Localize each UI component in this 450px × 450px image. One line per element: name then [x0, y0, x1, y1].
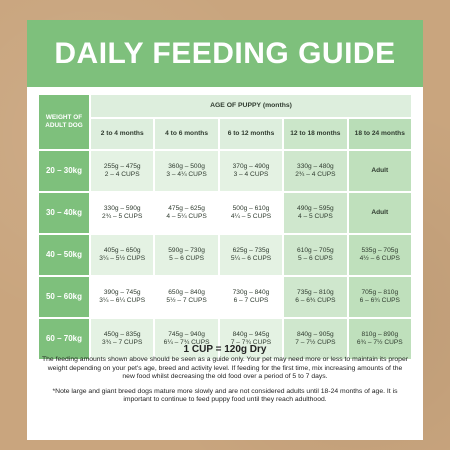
grams-range: 745g – 940g: [168, 330, 205, 338]
weight-header: WEIGHT OF ADULT DOG: [39, 95, 89, 149]
grams-range: 405g – 650g: [103, 246, 141, 254]
column-header: 2 to 4 months: [91, 119, 154, 149]
weight-cell: 60 – 70kg: [39, 319, 89, 359]
grams-range: 390g – 745g: [103, 288, 141, 296]
table-cell: 810g – 890g 6¾ – 7½ CUPS: [348, 319, 411, 359]
grams-range: 810g – 890g: [361, 330, 399, 338]
cups-range: 5 – 6 CUPS: [297, 255, 333, 262]
grams-range: 330g – 590g: [103, 204, 141, 212]
grams-range: 370g – 490g: [232, 162, 270, 170]
cups-range: 3¼ – 5½ CUPS: [99, 255, 146, 262]
table-cell: 490g – 595g 4 – 5 CUPS: [284, 193, 347, 233]
column-header: 18 to 24 months: [348, 119, 411, 149]
table-cell: 390g – 745g 3¼ – 6¼ CUPS: [91, 277, 154, 317]
column-header: 12 to 18 months: [284, 119, 347, 149]
table-cell: 370g – 490g 3 – 4 CUPS: [219, 151, 283, 191]
grams-range: 500g – 610g: [232, 204, 270, 212]
column-header: 6 to 12 months: [219, 119, 283, 149]
cups-range: 5½ – 7 CUPS: [166, 297, 207, 304]
table-cell: 745g – 940g 6¼ – 7¾ CUPS: [155, 319, 218, 359]
table-row: 60 – 70kg 450g – 835g 3¾ – 7 CUPS 745g – 94…: [39, 319, 411, 359]
feeding-note: The feeding amounts shown above should b…: [42, 356, 408, 380]
table-cell: 705g – 810g 6 – 6¾ CUPS: [348, 277, 411, 317]
table-row: 50 – 60kg 390g – 745g 3¼ – 6¼ CUPS 650g – 8…: [39, 277, 411, 317]
table-cell: 405g – 650g 3¼ – 5½ CUPS: [91, 235, 154, 275]
weight-cell: 30 – 40kg: [39, 193, 89, 233]
table-cell: 255g – 475g 2 – 4 CUPS: [91, 151, 154, 191]
grams-range: 730g – 840g: [232, 288, 270, 296]
grams-range: 840g – 905g: [297, 330, 334, 338]
cups-range: 2¾ – 5 CUPS: [102, 213, 143, 220]
weight-cell: 50 – 60kg: [39, 277, 89, 317]
cups-range: 6 – 6¾ CUPS: [295, 297, 336, 304]
table-cell: 475g – 625g 4 – 5¼ CUPS: [155, 193, 218, 233]
table-cell: 500g – 610g 4¼ – 5 CUPS: [219, 193, 283, 233]
table-cell: 590g – 730g 5 – 6 CUPS: [155, 235, 218, 275]
grams-range: 840g – 945g: [232, 330, 270, 338]
grams-range: Adult: [371, 166, 389, 174]
weight-cell: 20 – 30kg: [39, 151, 89, 191]
grams-range: 590g – 730g: [168, 246, 205, 254]
feeding-guide-card: DAILY FEEDING GUIDE WEIGHT OF ADULT DOG …: [27, 20, 423, 440]
table-cell: 610g – 705g 5 – 6 CUPS: [284, 235, 347, 275]
table-cell: Adult: [348, 151, 411, 191]
grams-range: 735g – 810g: [297, 288, 334, 296]
cups-range: 6¾ – 7½ CUPS: [356, 339, 403, 346]
weight-cell: 40 – 50kg: [39, 235, 89, 275]
table-cell: 840g – 945g 7 – 7¾ CUPS: [219, 319, 283, 359]
title-bar: DAILY FEEDING GUIDE: [27, 20, 423, 87]
cup-conversion: 1 CUP = 120g Dry: [183, 344, 267, 355]
grams-range: 330g – 480g: [297, 162, 334, 170]
grams-range: 650g – 840g: [168, 288, 205, 296]
grams-range: 255g – 475g: [103, 162, 141, 170]
cups-range: 3¾ – 7 CUPS: [102, 339, 143, 346]
cups-range: 4¼ – 5 CUPS: [230, 213, 272, 220]
grams-range: Adult: [371, 208, 389, 216]
column-header: 4 to 6 months: [155, 119, 218, 149]
age-header: AGE OF PUPPY (months): [91, 95, 411, 117]
table-cell: 330g – 480g 2¾ – 4 CUPS: [284, 151, 347, 191]
cups-range: 5¼ – 6 CUPS: [230, 255, 272, 262]
table-cell: 535g – 705g 4½ – 6 CUPS: [348, 235, 411, 275]
grams-range: 490g – 595g: [297, 204, 334, 212]
grams-range: 360g – 500g: [168, 162, 205, 170]
table-cell: Adult: [348, 193, 411, 233]
table-cell: 730g – 840g 6 – 7 CUPS: [219, 277, 283, 317]
table-cell: 450g – 835g 3¾ – 7 CUPS: [91, 319, 154, 359]
table-cell: 650g – 840g 5½ – 7 CUPS: [155, 277, 218, 317]
cups-range: 2 – 4 CUPS: [104, 171, 140, 178]
footer: 1 CUP = 120g Dry The feeding amounts sho…: [27, 344, 423, 405]
cups-range: 3 – 4¼ CUPS: [166, 171, 207, 178]
table-cell: 840g – 905g 7 – 7½ CUPS: [284, 319, 347, 359]
grams-range: 705g – 810g: [361, 288, 399, 296]
adulthood-note: *Note large and giant breed dogs mature …: [52, 387, 398, 404]
cups-range: 4 – 5¼ CUPS: [166, 213, 207, 220]
cups-range: 6¼ – 7¾ CUPS: [163, 339, 210, 346]
cups-range: 6 – 6¾ CUPS: [359, 297, 400, 304]
cups-range: 3 – 4 CUPS: [233, 171, 269, 178]
table-cell: 330g – 590g 2¾ – 5 CUPS: [91, 193, 154, 233]
table-row: 30 – 40kg 330g – 590g 2¾ – 5 CUPS 475g – 62…: [39, 193, 411, 233]
cups-range: 3¼ – 6¼ CUPS: [99, 297, 146, 304]
grams-range: 450g – 835g: [103, 330, 141, 338]
table-cell: 360g – 500g 3 – 4¼ CUPS: [155, 151, 218, 191]
cups-range: 5 – 6 CUPS: [169, 255, 204, 262]
cups-range: 2¾ – 4 CUPS: [295, 171, 336, 178]
table-cell: 625g – 735g 5¼ – 6 CUPS: [219, 235, 283, 275]
cups-range: 7 – 7½ CUPS: [295, 339, 336, 346]
grams-range: 610g – 705g: [297, 246, 334, 254]
feeding-table: WEIGHT OF ADULT DOG AGE OF PUPPY (months…: [37, 93, 413, 361]
grams-range: 535g – 705g: [361, 246, 399, 254]
cups-range: 6 – 7 CUPS: [233, 297, 269, 304]
cups-range: 7 – 7¾ CUPS: [230, 339, 272, 346]
grams-range: 625g – 735g: [232, 246, 270, 254]
table-row: 40 – 50kg 405g – 650g 3¼ – 5½ CUPS 590g – 7…: [39, 235, 411, 275]
table-cell: 735g – 810g 6 – 6¾ CUPS: [284, 277, 347, 317]
grams-range: 475g – 625g: [168, 204, 205, 212]
cups-range: 4½ – 6 CUPS: [359, 255, 400, 262]
table-row: 20 – 30kg 255g – 475g 2 – 4 CUPS 360g – 500…: [39, 151, 411, 191]
page-title: DAILY FEEDING GUIDE: [54, 36, 396, 70]
cups-range: 4 – 5 CUPS: [297, 213, 333, 220]
